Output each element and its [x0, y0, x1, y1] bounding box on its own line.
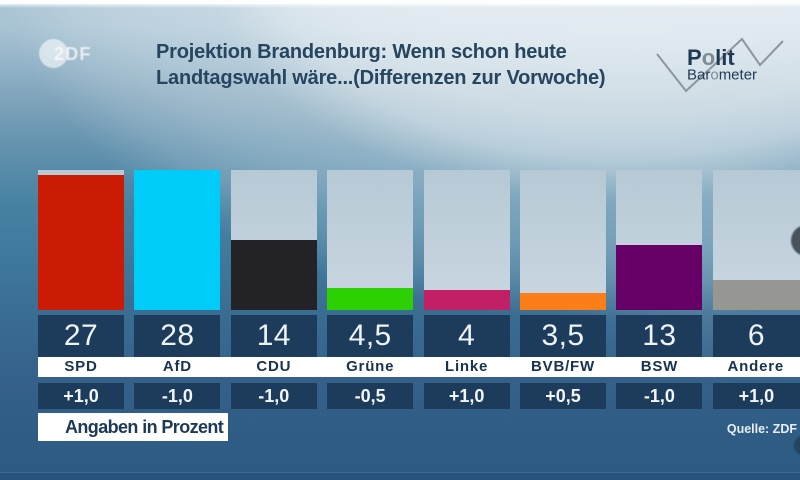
- svg-text:Polit: Polit: [687, 45, 735, 70]
- svg-text:Barometer: Barometer: [687, 67, 757, 84]
